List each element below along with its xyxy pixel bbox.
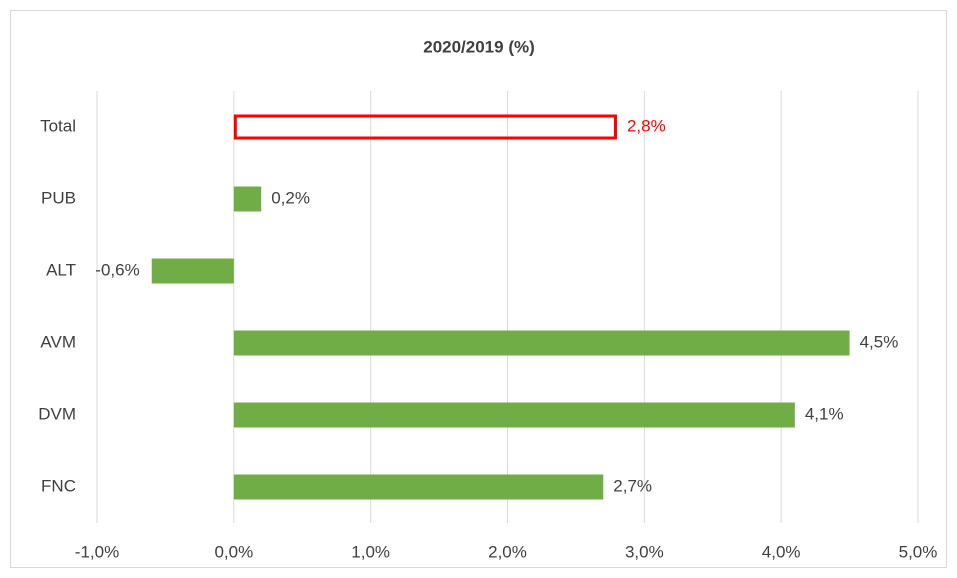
x-tick-label: 4,0% bbox=[762, 542, 801, 561]
bar bbox=[233, 474, 604, 500]
y-tick-label: DVM bbox=[38, 404, 76, 423]
bar bbox=[233, 186, 262, 212]
y-tick-label: FNC bbox=[41, 476, 76, 495]
y-tick-label: Total bbox=[40, 116, 76, 135]
y-tick-label: PUB bbox=[41, 188, 76, 207]
data-label: -0,6% bbox=[95, 260, 139, 279]
data-label: 0,2% bbox=[271, 188, 310, 207]
bar bbox=[233, 402, 795, 428]
y-tick-label: AVM bbox=[40, 332, 76, 351]
data-label: 4,1% bbox=[805, 404, 844, 423]
x-tick-label: 5,0% bbox=[899, 542, 938, 561]
y-tick-label: ALT bbox=[46, 260, 76, 279]
data-label: 2,7% bbox=[613, 476, 652, 495]
bar bbox=[151, 258, 234, 284]
bar bbox=[233, 330, 850, 356]
x-tick-label: 2,0% bbox=[488, 542, 527, 561]
data-label: 4,5% bbox=[860, 332, 899, 351]
x-tick-label: -1,0% bbox=[75, 542, 119, 561]
chart-title: 2020/2019 (%) bbox=[423, 37, 535, 56]
x-tick-label: 1,0% bbox=[351, 542, 390, 561]
x-tick-label: 3,0% bbox=[625, 542, 664, 561]
bar bbox=[233, 114, 617, 140]
x-tick-label: 0,0% bbox=[214, 542, 253, 561]
data-label: 2,8% bbox=[627, 116, 666, 135]
